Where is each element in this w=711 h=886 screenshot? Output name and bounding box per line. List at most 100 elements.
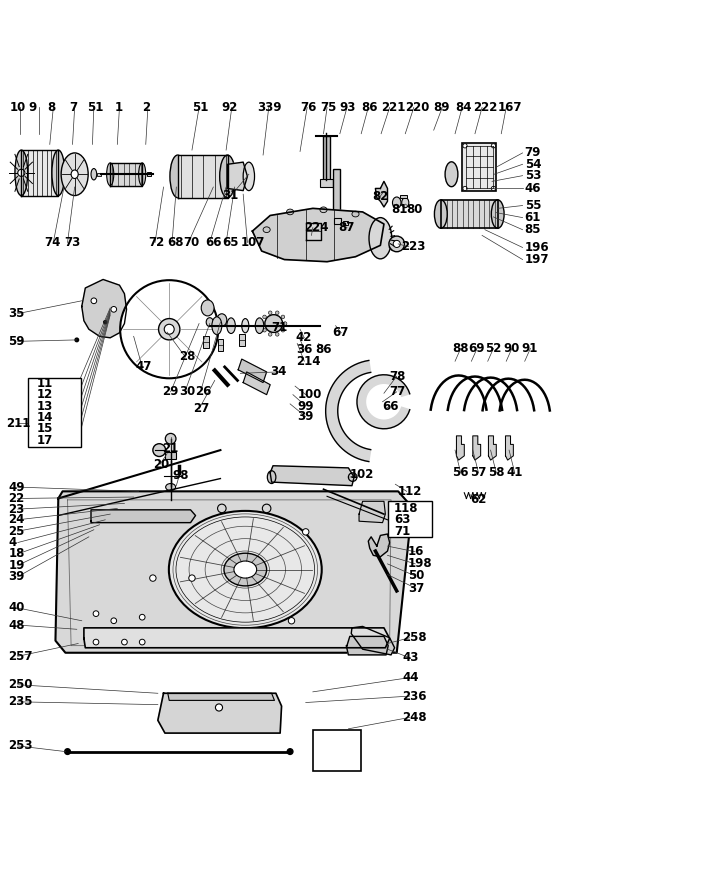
Ellipse shape (275, 332, 279, 336)
Text: 81: 81 (391, 203, 407, 216)
Ellipse shape (170, 155, 186, 198)
Text: 339: 339 (257, 101, 282, 114)
Text: 55: 55 (525, 199, 541, 212)
Text: 82: 82 (373, 190, 389, 204)
Bar (320, 178, 333, 187)
Text: 72: 72 (148, 236, 164, 249)
Text: 197: 197 (525, 253, 549, 266)
Bar (313, 730, 361, 772)
Text: 90: 90 (503, 342, 520, 355)
Text: 49: 49 (9, 480, 25, 494)
Text: 9: 9 (28, 101, 37, 114)
Text: 52: 52 (485, 342, 501, 355)
Ellipse shape (206, 318, 213, 327)
Ellipse shape (289, 618, 294, 624)
Polygon shape (178, 155, 228, 198)
Text: 91: 91 (522, 342, 538, 355)
Bar (218, 339, 223, 351)
Text: 88: 88 (452, 342, 469, 355)
Ellipse shape (150, 575, 156, 581)
Bar (28, 378, 81, 447)
Text: 102: 102 (350, 469, 374, 481)
Ellipse shape (287, 749, 293, 754)
Ellipse shape (263, 227, 270, 232)
Text: 50: 50 (408, 570, 424, 582)
Text: 44: 44 (402, 671, 419, 684)
Text: 20: 20 (154, 458, 170, 470)
Text: 12: 12 (37, 388, 53, 401)
Ellipse shape (463, 186, 467, 190)
Ellipse shape (111, 618, 117, 624)
Text: 34: 34 (270, 365, 287, 378)
Text: 39: 39 (297, 410, 314, 424)
Ellipse shape (122, 639, 127, 645)
Text: 29: 29 (162, 385, 178, 399)
Ellipse shape (281, 329, 284, 332)
Polygon shape (21, 150, 58, 196)
Polygon shape (351, 626, 395, 655)
Ellipse shape (402, 198, 409, 207)
Polygon shape (55, 492, 411, 653)
Polygon shape (456, 436, 464, 460)
Text: 15: 15 (37, 423, 53, 435)
Text: 11: 11 (37, 377, 53, 390)
Text: 221: 221 (381, 101, 405, 114)
Text: 258: 258 (402, 632, 427, 644)
Text: 66: 66 (383, 400, 399, 413)
Text: 224: 224 (304, 222, 328, 234)
Ellipse shape (104, 321, 107, 324)
Ellipse shape (393, 240, 400, 247)
Ellipse shape (434, 200, 447, 229)
Text: 19: 19 (9, 559, 25, 571)
Polygon shape (238, 359, 267, 383)
Ellipse shape (139, 163, 146, 186)
Ellipse shape (212, 317, 222, 335)
Text: 85: 85 (525, 223, 541, 237)
Text: 73: 73 (64, 236, 80, 249)
Text: 26: 26 (196, 385, 212, 399)
Text: 24: 24 (9, 513, 25, 526)
Text: 76: 76 (300, 101, 316, 114)
Text: 42: 42 (296, 331, 312, 345)
Polygon shape (228, 162, 247, 190)
Text: 27: 27 (193, 402, 210, 416)
Ellipse shape (93, 610, 99, 617)
Bar (97, 173, 101, 175)
Text: 107: 107 (240, 236, 264, 249)
Text: 214: 214 (296, 354, 320, 368)
Text: 51: 51 (87, 101, 103, 114)
Ellipse shape (260, 322, 264, 325)
Text: 47: 47 (135, 361, 151, 373)
Text: 80: 80 (407, 203, 423, 216)
Polygon shape (326, 361, 370, 462)
Ellipse shape (165, 433, 176, 444)
Ellipse shape (139, 614, 145, 620)
Polygon shape (270, 466, 354, 486)
Bar (239, 334, 245, 346)
Polygon shape (84, 628, 390, 648)
Ellipse shape (164, 324, 174, 334)
Text: 112: 112 (398, 485, 422, 498)
Polygon shape (252, 208, 384, 261)
Ellipse shape (491, 186, 496, 190)
Ellipse shape (227, 318, 235, 333)
Text: 67: 67 (333, 326, 349, 339)
Ellipse shape (61, 153, 88, 196)
Polygon shape (346, 636, 388, 655)
Bar (462, 143, 496, 191)
Polygon shape (158, 693, 282, 733)
Bar (400, 195, 407, 198)
Text: 98: 98 (172, 470, 188, 482)
Text: 92: 92 (222, 101, 238, 114)
Text: 37: 37 (408, 581, 424, 595)
Ellipse shape (303, 529, 309, 535)
Text: 236: 236 (402, 689, 427, 703)
Text: 66: 66 (205, 236, 221, 249)
Text: 196: 196 (525, 241, 550, 254)
Text: 99: 99 (297, 400, 314, 413)
Ellipse shape (166, 484, 176, 491)
Polygon shape (357, 375, 410, 429)
Text: 77: 77 (390, 385, 406, 399)
Text: 1: 1 (115, 101, 123, 114)
Text: 75: 75 (320, 101, 336, 114)
